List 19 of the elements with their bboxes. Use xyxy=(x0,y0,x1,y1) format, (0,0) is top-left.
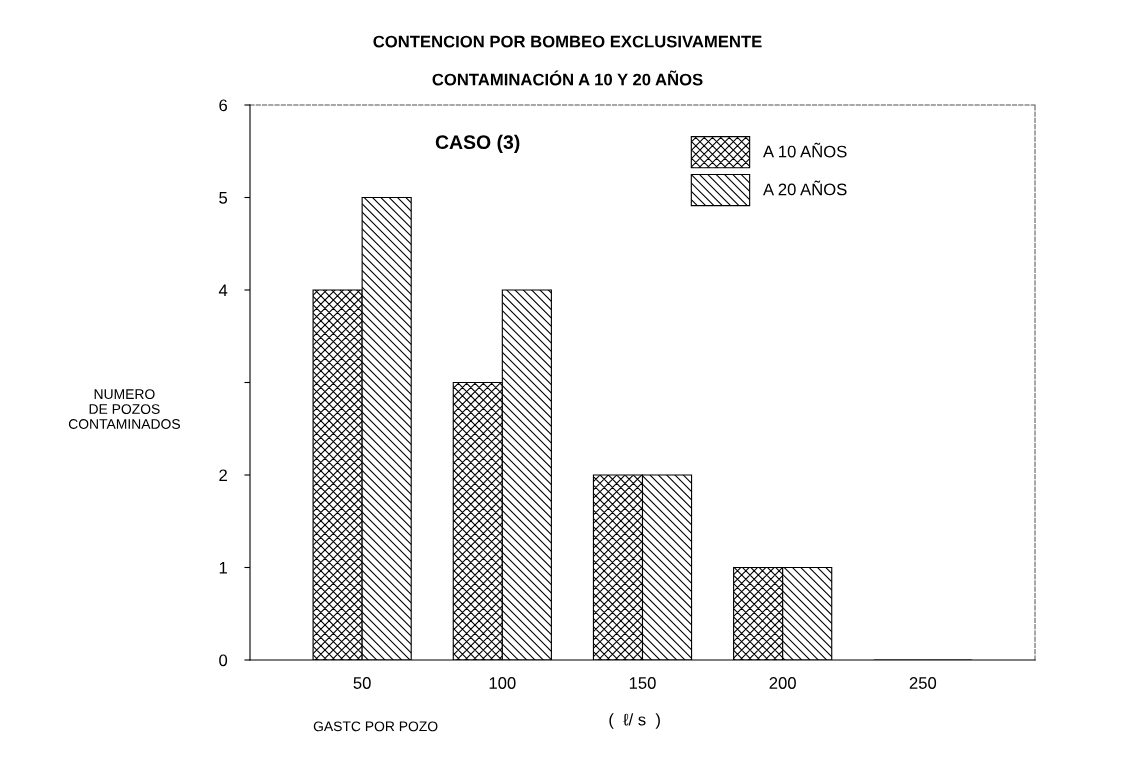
y-tick-label: 0 xyxy=(219,654,228,667)
x-tick-label: 50 xyxy=(353,677,371,689)
y-tick-label: 6 xyxy=(219,99,228,112)
chart-title: CONTENCION POR BOMBEO EXCLUSIVAMENTE xyxy=(373,35,762,48)
x-axis-title: GASTC POR POZO xyxy=(313,721,438,732)
x-tick-label: 150 xyxy=(629,677,656,689)
y-axis-title: NUMERO DE POZOS CONTAMINADOS xyxy=(68,389,180,429)
y-tick-label: 4 xyxy=(218,284,228,297)
chart-subtitle: CONTAMINACIÓN A 10 Y 20 AÑOS xyxy=(432,70,703,86)
x-tick-label: 100 xyxy=(489,677,516,689)
legend-label: A 20 AÑOS xyxy=(763,180,847,196)
annotation: CASO (3) xyxy=(435,134,520,153)
y-tick-label: 2 xyxy=(219,469,227,482)
text: ( ℓ/ s ) xyxy=(609,713,660,729)
legend-label: A 10 AÑOS xyxy=(763,142,847,158)
x-tick-label: 250 xyxy=(909,677,937,689)
y-tick-label: 1 xyxy=(219,562,227,574)
x-tick-label: 200 xyxy=(769,677,796,689)
y-tick-label: 5 xyxy=(219,192,228,204)
